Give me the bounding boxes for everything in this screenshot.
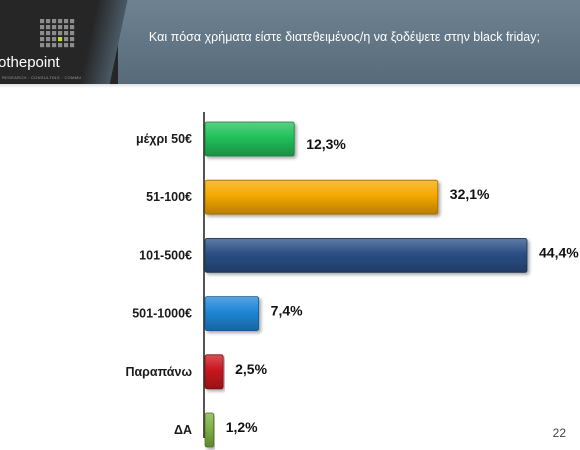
logo-dot bbox=[40, 37, 45, 42]
category-label: ΔΑ bbox=[174, 423, 192, 437]
logo-dot bbox=[52, 19, 57, 24]
logo-dot bbox=[58, 43, 63, 48]
category-label: Παραπάνω bbox=[125, 365, 192, 379]
logo-dot bbox=[46, 25, 51, 30]
page-number: 22 bbox=[552, 426, 566, 440]
logo-dot bbox=[70, 25, 75, 30]
logo-dot bbox=[40, 25, 45, 30]
logo-dot bbox=[64, 25, 69, 30]
logo-dot bbox=[70, 19, 75, 24]
logo-dot bbox=[46, 31, 51, 36]
data-label: 44,4% bbox=[539, 244, 579, 260]
logo-dot bbox=[52, 37, 57, 42]
data-label: 12,3% bbox=[306, 136, 346, 152]
data-label: 7,4% bbox=[271, 303, 303, 319]
data-label: 2,5% bbox=[235, 361, 267, 377]
bar bbox=[204, 296, 260, 332]
category-label: 51-100€ bbox=[146, 190, 192, 204]
logo-dot bbox=[64, 31, 69, 36]
logo-dot bbox=[40, 19, 45, 24]
logo-dot bbox=[52, 43, 57, 48]
logo-dot-grid-icon bbox=[40, 19, 75, 48]
slide-header: othepoint RESEARCH · CONSULTING · COMMUN… bbox=[0, 0, 580, 84]
logo-dot bbox=[70, 43, 75, 48]
logo-dot bbox=[46, 37, 51, 42]
data-label: 32,1% bbox=[450, 186, 490, 202]
logo-dot bbox=[58, 25, 63, 30]
logo-dot bbox=[40, 43, 45, 48]
logo-dot bbox=[58, 37, 63, 42]
logo-dot bbox=[46, 19, 51, 24]
logo-dot bbox=[64, 37, 69, 42]
header-shadow bbox=[0, 84, 580, 88]
logo-dot bbox=[52, 25, 57, 30]
logo-dot bbox=[64, 19, 69, 24]
slide-title: Και πόσα χρήματα είστε διατεθειμένος/η ν… bbox=[148, 30, 540, 44]
bar bbox=[204, 179, 439, 215]
logo-dot bbox=[40, 31, 45, 36]
logo-dot bbox=[70, 31, 75, 36]
logo-subtitle: RESEARCH · CONSULTING · COMMUNICATIONS bbox=[2, 75, 106, 80]
bar bbox=[204, 354, 224, 390]
logo-dot bbox=[46, 43, 51, 48]
bar bbox=[204, 121, 295, 157]
category-label: 101-500€ bbox=[139, 248, 192, 262]
data-label: 1,2% bbox=[226, 419, 258, 435]
logo-dot bbox=[58, 19, 63, 24]
logo-text: othepoint bbox=[0, 54, 60, 71]
bar bbox=[204, 412, 215, 448]
logo-dot bbox=[70, 37, 75, 42]
category-label: 501-1000€ bbox=[132, 307, 192, 321]
logo-dot bbox=[64, 43, 69, 48]
category-label: μέχρι 50€ bbox=[136, 132, 192, 146]
logo-dot bbox=[58, 31, 63, 36]
logo-dot bbox=[52, 31, 57, 36]
bar bbox=[204, 237, 528, 273]
